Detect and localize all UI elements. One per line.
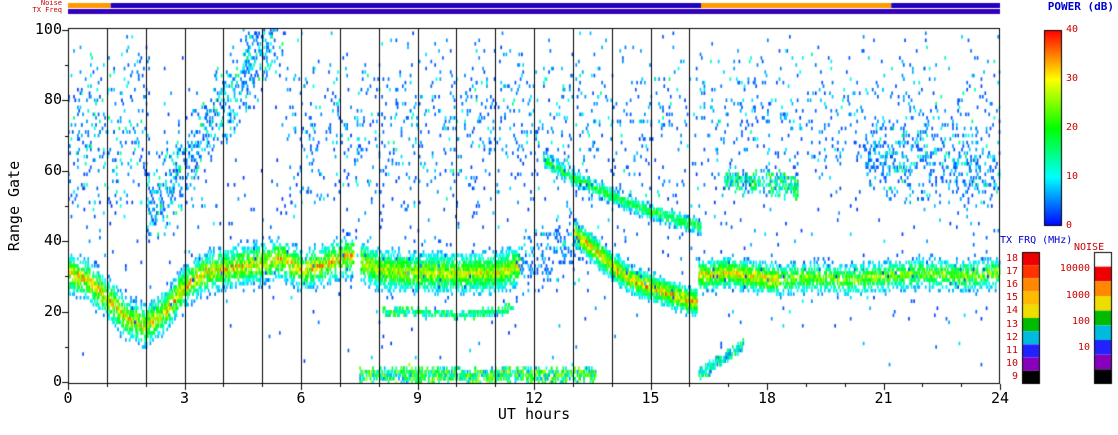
txfrq-tick-label: 9 bbox=[1011, 371, 1018, 383]
txfreq-strip-label: TX Freq bbox=[32, 6, 62, 14]
txfrq-tick-label: 12 bbox=[1005, 331, 1018, 343]
x-axis-title: UT hours bbox=[497, 405, 571, 423]
txfrq-tick-label: 11 bbox=[1005, 345, 1018, 356]
power-colorbar-title: POWER (dB) bbox=[1047, 0, 1114, 13]
txfrq-tick-label: 14 bbox=[1005, 305, 1018, 317]
x-tick-label: 0 bbox=[63, 389, 73, 407]
noise-strip-label: Noise bbox=[40, 0, 62, 7]
txfrq-colorbar-title: TX FRQ (MHz) bbox=[1000, 235, 1073, 246]
x-tick-label: 9 bbox=[412, 389, 423, 407]
x-tick-label: 21 bbox=[874, 389, 893, 407]
power-tick-label: 0 bbox=[1066, 220, 1073, 231]
txfrq-tick-label: 17 bbox=[1005, 265, 1018, 277]
y-tick-label: 100 bbox=[34, 19, 62, 38]
noise-tick-label: 1000 bbox=[1065, 289, 1090, 301]
noise-tick-label: 100 bbox=[1071, 315, 1090, 327]
txfrq-tick-label: 15 bbox=[1005, 292, 1018, 304]
power-tick-label: 40 bbox=[1066, 24, 1079, 35]
noise-colorbar-title: NOISE bbox=[1074, 242, 1105, 253]
power-tick-label: 20 bbox=[1066, 122, 1079, 133]
y-tick-label: 80 bbox=[43, 90, 62, 109]
x-tick-label: 24 bbox=[990, 389, 1010, 407]
x-tick-label: 15 bbox=[641, 389, 660, 407]
x-tick-label: 18 bbox=[757, 389, 777, 407]
x-tick-label: 3 bbox=[179, 389, 190, 407]
noise-tick-label: 10000 bbox=[1059, 263, 1090, 275]
txfrq-tick-label: 13 bbox=[1005, 318, 1018, 330]
x-tick-label: 6 bbox=[296, 389, 306, 407]
y-tick-label: 0 bbox=[52, 372, 62, 391]
txfrq-tick-label: 18 bbox=[1005, 252, 1018, 264]
txfrq-tick-label: 10 bbox=[1005, 358, 1018, 370]
noise-tick-label: 10 bbox=[1077, 342, 1090, 354]
txfrq-tick-label: 16 bbox=[1005, 279, 1018, 290]
power-tick-label: 30 bbox=[1066, 73, 1079, 84]
power-tick-label: 10 bbox=[1066, 171, 1079, 182]
y-tick-label: 40 bbox=[43, 231, 62, 250]
x-tick-label: 12 bbox=[524, 389, 544, 407]
y-tick-label: 20 bbox=[43, 301, 62, 320]
y-tick-label: 60 bbox=[43, 160, 62, 179]
